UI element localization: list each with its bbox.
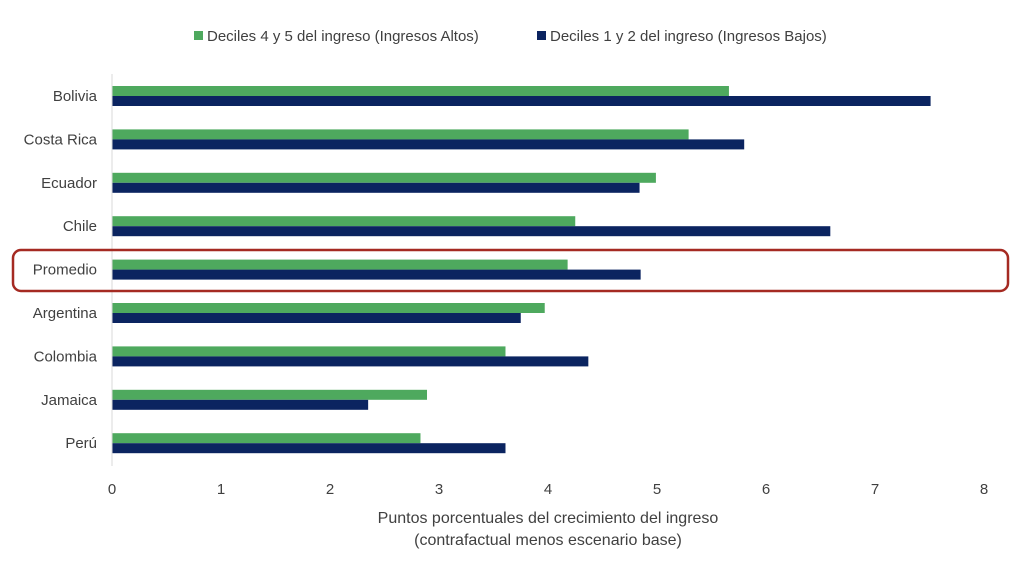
- category-label-costa-rica: Costa Rica: [24, 131, 98, 148]
- x-axis-label-line2: (contrafactual menos escenario base): [414, 532, 682, 549]
- bar-costa-rica-bajos: [112, 139, 745, 150]
- bar-promedio-altos: [112, 259, 568, 270]
- bar-costa-rica-altos: [112, 129, 689, 140]
- bar-colombia-altos: [112, 346, 506, 357]
- x-tick-label: 4: [544, 481, 552, 498]
- bar-chile-bajos: [112, 226, 831, 237]
- x-tick-label: 3: [435, 481, 443, 498]
- category-label-ecuador: Ecuador: [41, 175, 97, 192]
- bar-per--bajos: [112, 443, 506, 454]
- bar-colombia-bajos: [112, 356, 589, 367]
- bar-ecuador-bajos: [112, 182, 640, 193]
- category-label-chile: Chile: [63, 218, 97, 235]
- bar-bolivia-bajos: [112, 96, 931, 106]
- bar-ecuador-altos: [112, 172, 656, 183]
- x-tick-label: 8: [980, 481, 988, 498]
- bar-argentina-bajos: [112, 313, 521, 323]
- x-tick-label: 7: [871, 481, 879, 498]
- bar-argentina-altos: [112, 303, 545, 313]
- bar-per--altos: [112, 433, 421, 444]
- x-axis-label-line1: Puntos porcentuales del crecimiento del …: [378, 510, 719, 527]
- legend-label-altos: Deciles 4 y 5 del ingreso (Ingresos Alto…: [207, 28, 479, 45]
- bar-chile-altos: [112, 216, 576, 227]
- bar-jamaica-altos: [112, 389, 428, 400]
- category-label-bolivia: Bolivia: [53, 88, 98, 105]
- bar-bolivia-altos: [112, 86, 729, 96]
- legend-label-bajos: Deciles 1 y 2 del ingreso (Ingresos Bajo…: [550, 28, 827, 45]
- x-tick-label: 0: [108, 481, 116, 498]
- category-label-colombia: Colombia: [34, 348, 98, 365]
- legend: Deciles 4 y 5 del ingreso (Ingresos Alto…: [194, 28, 827, 45]
- x-tick-label: 2: [326, 481, 334, 498]
- bar-promedio-bajos: [112, 269, 641, 280]
- x-tick-label: 1: [217, 481, 225, 498]
- category-label-jamaica: Jamaica: [41, 392, 98, 409]
- x-tick-label: 6: [762, 481, 770, 498]
- legend-swatch-altos: [194, 31, 203, 40]
- x-tick-label: 5: [653, 481, 661, 498]
- bar-jamaica-bajos: [112, 399, 369, 410]
- legend-swatch-bajos: [537, 31, 546, 40]
- category-label-per-: Perú: [65, 435, 97, 452]
- category-label-promedio: Promedio: [33, 262, 97, 279]
- highlight-box-promedio: [11, 248, 1010, 293]
- category-label-argentina: Argentina: [33, 305, 98, 322]
